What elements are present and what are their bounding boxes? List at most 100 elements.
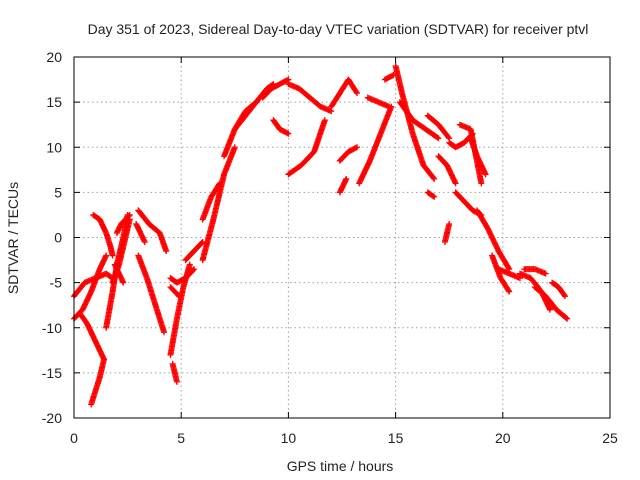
data-point-marker — [231, 144, 238, 151]
axis-ticks: 0 5 10 15 20 25 -20 -15 -10 -5 0 5 10 15 20 — [42, 49, 618, 446]
data-point-marker — [478, 180, 485, 187]
series-arc-43 — [474, 207, 513, 273]
series-arc-16 — [169, 360, 180, 385]
series-arc-18 — [199, 144, 238, 264]
series-arc-48 — [531, 284, 571, 322]
data-point-marker — [506, 288, 513, 295]
series-arc-22 — [259, 76, 292, 101]
data-point-marker — [174, 292, 181, 299]
series-arc-45 — [495, 266, 523, 282]
data-point-marker — [103, 252, 110, 259]
data-point-marker — [563, 314, 570, 321]
y-tick-label: 15 — [46, 94, 62, 110]
series-arc-23 — [270, 117, 292, 137]
grid-lines — [74, 57, 610, 418]
series-arc-7 — [109, 216, 133, 286]
data-point-marker — [452, 180, 459, 187]
x-axis-label: GPS time / hours — [287, 458, 394, 474]
data-point-marker — [141, 239, 148, 246]
data-point-marker — [430, 174, 437, 181]
x-tick-label: 0 — [70, 430, 78, 446]
series-arc-28 — [336, 144, 361, 164]
data-point-marker — [505, 287, 512, 294]
series-arc-47 — [521, 266, 549, 277]
data-point-marker — [176, 293, 183, 300]
series-arc-49 — [549, 279, 568, 300]
series-arc-31 — [364, 94, 393, 110]
series-arc-12 — [133, 220, 148, 246]
y-tick-label: 5 — [54, 184, 62, 200]
data-point-marker — [505, 264, 512, 271]
series-arc-5 — [90, 211, 116, 259]
y-tick-label: -5 — [50, 275, 63, 291]
data-point-marker — [343, 175, 350, 182]
data-point-marker — [386, 103, 393, 110]
y-tick-label: 20 — [46, 49, 62, 65]
data-point-marker — [126, 211, 133, 218]
y-tick-label: -15 — [42, 365, 62, 381]
data-point-marker — [101, 356, 108, 363]
series-arc-35 — [424, 112, 453, 142]
series-arc-2 — [71, 252, 110, 322]
data-point-marker — [125, 213, 132, 220]
series-arc-27 — [328, 76, 361, 110]
y-axis-label: SDTVAR / TECUs — [5, 182, 21, 294]
series-arc-36 — [424, 189, 438, 200]
data-point-marker — [321, 117, 328, 124]
data-point-marker — [561, 292, 568, 299]
series-arc-14 — [167, 266, 198, 286]
data-point-marker — [435, 135, 442, 142]
data-point-marker — [431, 175, 438, 182]
y-tick-label: -20 — [42, 410, 62, 426]
series-arc-44 — [489, 252, 513, 295]
data-point-marker — [198, 240, 205, 247]
series-arc-41 — [467, 135, 489, 178]
data-point-marker — [186, 261, 193, 268]
data-point-marker — [445, 134, 452, 141]
series-arc-50 — [96, 374, 103, 381]
data-point-marker — [354, 144, 361, 151]
data-point-marker — [434, 134, 441, 141]
data-point-marker — [191, 266, 198, 273]
x-tick-label: 25 — [602, 430, 618, 446]
x-tick-label: 10 — [281, 430, 297, 446]
series-arc-26 — [306, 94, 335, 115]
series-arc-17 — [182, 239, 206, 264]
data-point-marker — [161, 329, 168, 336]
y-tick-label: -10 — [42, 320, 62, 336]
data-points — [71, 63, 571, 408]
x-tick-label: 15 — [388, 430, 404, 446]
data-point-marker — [190, 267, 197, 274]
data-point-marker — [216, 181, 223, 188]
data-point-marker — [353, 88, 360, 95]
data-point-marker — [542, 270, 549, 277]
chart-title: Day 351 of 2023, Sidereal Day-to-day VTE… — [88, 21, 589, 37]
x-tick-label: 5 — [177, 430, 185, 446]
data-point-marker — [431, 193, 438, 200]
data-point-marker — [446, 220, 453, 227]
data-point-marker — [96, 374, 103, 381]
series-arc-9 — [111, 261, 127, 286]
data-point-marker — [354, 90, 361, 97]
series-arc-46 — [516, 270, 553, 313]
series-arc-4 — [88, 356, 108, 408]
data-point-marker — [173, 378, 180, 385]
series-arc-33 — [392, 63, 438, 182]
data-point-marker — [546, 306, 553, 313]
data-point-marker — [109, 252, 116, 259]
series-arc-24 — [285, 81, 313, 101]
series-arc-8 — [113, 211, 133, 236]
series-arc-25 — [285, 117, 328, 178]
data-point-marker — [482, 171, 489, 178]
y-tick-label: 10 — [46, 139, 62, 155]
y-tick-label: 0 — [54, 230, 62, 246]
data-point-marker — [120, 279, 127, 286]
series-arc-34 — [396, 99, 442, 142]
series-arc-30 — [356, 103, 395, 187]
series-arc-40 — [456, 121, 485, 187]
series-arc-19 — [199, 180, 223, 223]
data-point-marker — [564, 315, 571, 322]
series-arc-10 — [135, 207, 170, 255]
series-arc-39 — [441, 220, 453, 246]
